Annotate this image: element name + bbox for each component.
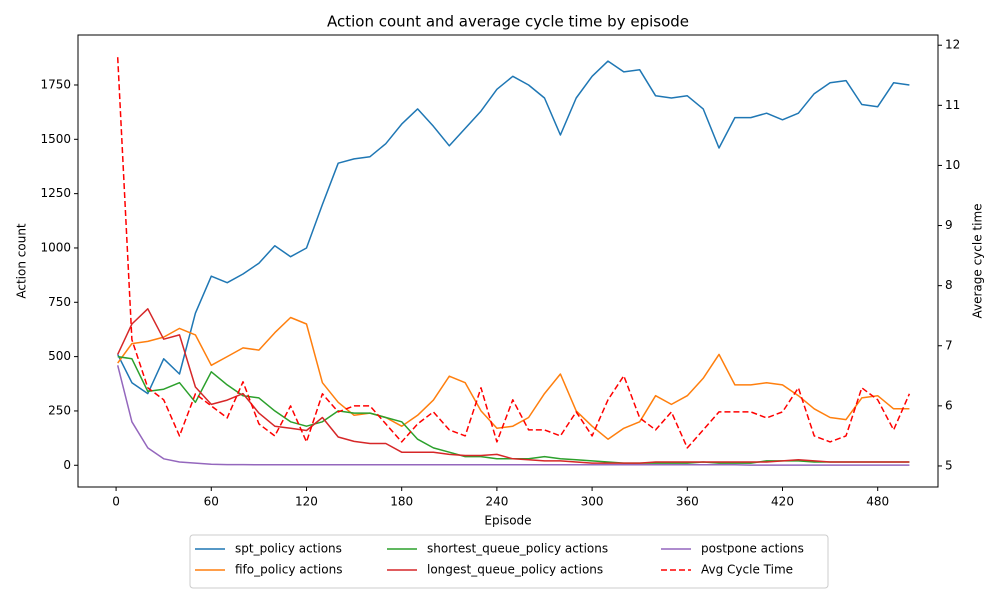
y2-tick-label: 9 (945, 218, 953, 232)
series-line (116, 365, 910, 466)
x-tick-label: 60 (204, 495, 219, 509)
legend-label: shortest_queue_policy actions (427, 542, 608, 556)
legend-label: Avg Cycle Time (701, 563, 793, 577)
y2-tick-label: 7 (945, 338, 953, 352)
axes-frame (77, 34, 939, 488)
x-axis-label: Episode (484, 514, 531, 528)
y2-axis-label: Average cycle time (971, 203, 985, 318)
y2-tick-label: 12 (945, 38, 960, 52)
legend-label: postpone actions (701, 542, 804, 556)
legend-entries: spt_policy actions fifo_policy actions sho… (195, 542, 804, 577)
y2-tick-label: 10 (945, 158, 960, 172)
y-tick-label: 250 (48, 403, 71, 417)
y2-tick-label: 11 (945, 98, 960, 112)
chart-title: Action count and average cycle time by e… (327, 13, 689, 31)
y-tick-label: 750 (48, 295, 71, 309)
series-line (116, 57, 911, 449)
legend-label: spt_policy actions (235, 542, 342, 556)
x-tick-label: 360 (676, 495, 699, 509)
y-tick-label: 0 (63, 458, 71, 472)
y-tick-label: 1750 (40, 77, 71, 91)
y-tick-label: 1500 (40, 132, 71, 146)
legend-label: fifo_policy actions (235, 563, 342, 577)
x-tick-label: 480 (866, 495, 889, 509)
y-tick-label: 1250 (40, 186, 71, 200)
y-tick-label: 500 (48, 349, 71, 363)
x-tick-label: 120 (295, 495, 318, 509)
y2-tick-label: 6 (945, 398, 953, 412)
y2-tick-label: 5 (945, 458, 953, 472)
x-tick-label: 0 (112, 495, 120, 509)
series-line (117, 308, 910, 464)
series-line (117, 316, 910, 440)
legend-label: longest_queue_policy actions (427, 563, 603, 577)
y-tick-label: 1000 (40, 240, 71, 254)
x-tick-label: 180 (390, 495, 413, 509)
plot-area (116, 57, 911, 466)
series-line (117, 355, 910, 464)
series-line (117, 60, 910, 395)
x-tick-label: 300 (581, 495, 604, 509)
y-axis-label: Action count (15, 223, 29, 299)
y2-tick-label: 8 (945, 278, 953, 292)
x-tick-label: 240 (485, 495, 508, 509)
x-tick-label: 420 (771, 495, 794, 509)
